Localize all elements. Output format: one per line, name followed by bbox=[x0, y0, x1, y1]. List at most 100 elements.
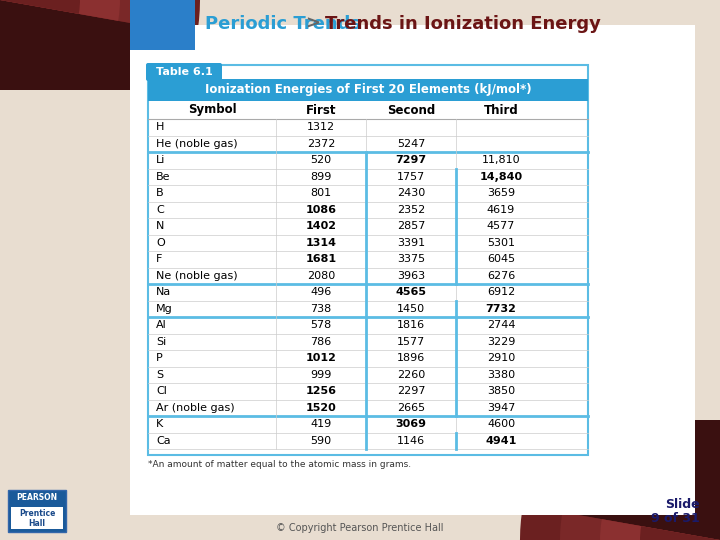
Text: 2260: 2260 bbox=[397, 370, 425, 380]
Text: Table 6.1: Table 6.1 bbox=[156, 67, 212, 77]
Text: B: B bbox=[156, 188, 163, 198]
Text: 1816: 1816 bbox=[397, 320, 425, 330]
Text: Periodic Trends: Periodic Trends bbox=[205, 15, 361, 33]
Text: Symbol: Symbol bbox=[188, 104, 236, 117]
Text: Second: Second bbox=[387, 104, 435, 117]
Text: First: First bbox=[306, 104, 336, 117]
Text: 496: 496 bbox=[310, 287, 332, 297]
Text: 1086: 1086 bbox=[305, 205, 336, 215]
Wedge shape bbox=[0, 0, 200, 35]
Text: 7732: 7732 bbox=[485, 303, 516, 314]
Text: © Copyright Pearson Prentice Hall: © Copyright Pearson Prentice Hall bbox=[276, 523, 444, 533]
Text: 419: 419 bbox=[310, 419, 332, 429]
Text: 590: 590 bbox=[310, 436, 332, 446]
Text: K: K bbox=[156, 419, 163, 429]
Text: 520: 520 bbox=[310, 156, 332, 165]
Text: 6912: 6912 bbox=[487, 287, 515, 297]
Text: 1896: 1896 bbox=[397, 353, 425, 363]
Text: 3229: 3229 bbox=[487, 337, 516, 347]
Wedge shape bbox=[0, 0, 160, 28]
Text: 801: 801 bbox=[310, 188, 332, 198]
Bar bbox=[130, 25, 695, 515]
Text: 9 of 31: 9 of 31 bbox=[652, 511, 700, 524]
Text: 3375: 3375 bbox=[397, 254, 425, 264]
Text: 2910: 2910 bbox=[487, 353, 515, 363]
Text: 1520: 1520 bbox=[305, 403, 336, 413]
Text: Trends in Ionization Energy: Trends in Ionization Energy bbox=[325, 15, 601, 33]
Text: 2080: 2080 bbox=[307, 271, 335, 281]
Text: N: N bbox=[156, 221, 164, 231]
Wedge shape bbox=[560, 512, 720, 540]
Text: Si: Si bbox=[156, 337, 166, 347]
Text: 2297: 2297 bbox=[397, 386, 426, 396]
Text: S: S bbox=[156, 370, 163, 380]
Wedge shape bbox=[640, 526, 720, 540]
Text: 1146: 1146 bbox=[397, 436, 425, 446]
Text: 899: 899 bbox=[310, 172, 332, 182]
Text: He (noble gas): He (noble gas) bbox=[156, 139, 238, 148]
Bar bbox=[11, 507, 63, 529]
Text: Li: Li bbox=[156, 156, 166, 165]
Text: 1402: 1402 bbox=[305, 221, 336, 231]
Text: 1256: 1256 bbox=[305, 386, 336, 396]
Text: 4600: 4600 bbox=[487, 419, 515, 429]
Text: 1577: 1577 bbox=[397, 337, 425, 347]
Text: 578: 578 bbox=[310, 320, 332, 330]
Text: 2352: 2352 bbox=[397, 205, 425, 215]
Text: 2430: 2430 bbox=[397, 188, 425, 198]
Text: 1012: 1012 bbox=[305, 353, 336, 363]
Text: 3391: 3391 bbox=[397, 238, 425, 248]
Text: *An amount of matter equal to the atomic mass in grams.: *An amount of matter equal to the atomic… bbox=[148, 460, 411, 469]
Wedge shape bbox=[520, 505, 720, 540]
Text: 3963: 3963 bbox=[397, 271, 425, 281]
Text: 1681: 1681 bbox=[305, 254, 336, 264]
Text: Slide: Slide bbox=[665, 498, 700, 511]
Text: Ar (noble gas): Ar (noble gas) bbox=[156, 403, 235, 413]
Text: 2857: 2857 bbox=[397, 221, 426, 231]
Text: >: > bbox=[305, 15, 320, 33]
Text: H: H bbox=[156, 122, 164, 132]
Text: P: P bbox=[156, 353, 163, 363]
Text: 6276: 6276 bbox=[487, 271, 515, 281]
Text: 7297: 7297 bbox=[395, 156, 426, 165]
Bar bbox=[130, 0, 195, 50]
Text: Ca: Ca bbox=[156, 436, 171, 446]
Text: PEARSON: PEARSON bbox=[17, 494, 58, 503]
Text: Al: Al bbox=[156, 320, 167, 330]
Text: 1312: 1312 bbox=[307, 122, 335, 132]
Text: 4941: 4941 bbox=[485, 436, 517, 446]
Text: Be: Be bbox=[156, 172, 171, 182]
Text: 1314: 1314 bbox=[305, 238, 336, 248]
Text: 3947: 3947 bbox=[487, 403, 516, 413]
Text: 3659: 3659 bbox=[487, 188, 515, 198]
Text: 11,810: 11,810 bbox=[482, 156, 521, 165]
Text: 14,840: 14,840 bbox=[480, 172, 523, 182]
Bar bbox=[8, 490, 66, 532]
Text: 5301: 5301 bbox=[487, 238, 515, 248]
Text: 2744: 2744 bbox=[487, 320, 516, 330]
Text: 3069: 3069 bbox=[395, 419, 426, 429]
Text: 2665: 2665 bbox=[397, 403, 425, 413]
Wedge shape bbox=[0, 0, 120, 21]
Text: Hall: Hall bbox=[29, 518, 45, 528]
Text: F: F bbox=[156, 254, 163, 264]
Bar bbox=[560, 420, 720, 540]
Text: 1757: 1757 bbox=[397, 172, 425, 182]
Text: 2372: 2372 bbox=[307, 139, 336, 148]
Text: 999: 999 bbox=[310, 370, 332, 380]
Text: 4577: 4577 bbox=[487, 221, 516, 231]
Text: 4565: 4565 bbox=[395, 287, 426, 297]
Text: 3380: 3380 bbox=[487, 370, 515, 380]
Text: O: O bbox=[156, 238, 165, 248]
Bar bbox=[0, 0, 160, 90]
Text: 738: 738 bbox=[310, 303, 332, 314]
Text: Cl: Cl bbox=[156, 386, 167, 396]
Text: 5247: 5247 bbox=[397, 139, 426, 148]
Wedge shape bbox=[0, 0, 80, 14]
Text: 6045: 6045 bbox=[487, 254, 515, 264]
Text: 3850: 3850 bbox=[487, 386, 515, 396]
Text: 786: 786 bbox=[310, 337, 332, 347]
Text: C: C bbox=[156, 205, 163, 215]
Bar bbox=[148, 79, 588, 101]
Text: Mg: Mg bbox=[156, 303, 173, 314]
